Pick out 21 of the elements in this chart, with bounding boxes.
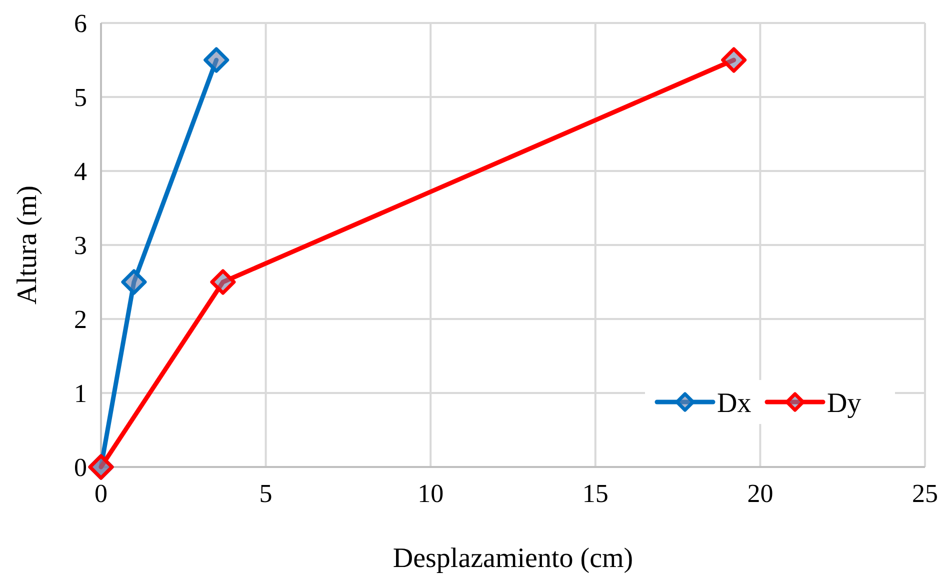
x-tick-label: 10 bbox=[418, 479, 444, 508]
legend-label: Dy bbox=[827, 388, 862, 419]
y-tick-label: 1 bbox=[74, 379, 87, 408]
y-tick-label: 5 bbox=[74, 83, 87, 112]
x-tick-label: 5 bbox=[259, 479, 272, 508]
legend-label: Dx bbox=[717, 388, 752, 419]
point bbox=[204, 47, 230, 73]
point bbox=[121, 269, 147, 295]
x-tick-label: 15 bbox=[582, 479, 608, 508]
x-tick-label: 0 bbox=[94, 479, 108, 508]
y-tick-label: 2 bbox=[74, 305, 87, 334]
x-axis-title: Desplazamiento (cm) bbox=[392, 543, 634, 574]
y-tick-label: 3 bbox=[74, 231, 87, 260]
y-tick-label: 0 bbox=[74, 453, 87, 482]
y-tick-label: 6 bbox=[74, 9, 87, 38]
x-tick-label: 25 bbox=[912, 479, 938, 508]
y-tick-label: 4 bbox=[74, 157, 87, 186]
y-axis-title: Altura (m) bbox=[12, 186, 43, 304]
point bbox=[721, 47, 747, 73]
x-tick-label: 20 bbox=[747, 479, 774, 508]
point bbox=[210, 269, 236, 295]
